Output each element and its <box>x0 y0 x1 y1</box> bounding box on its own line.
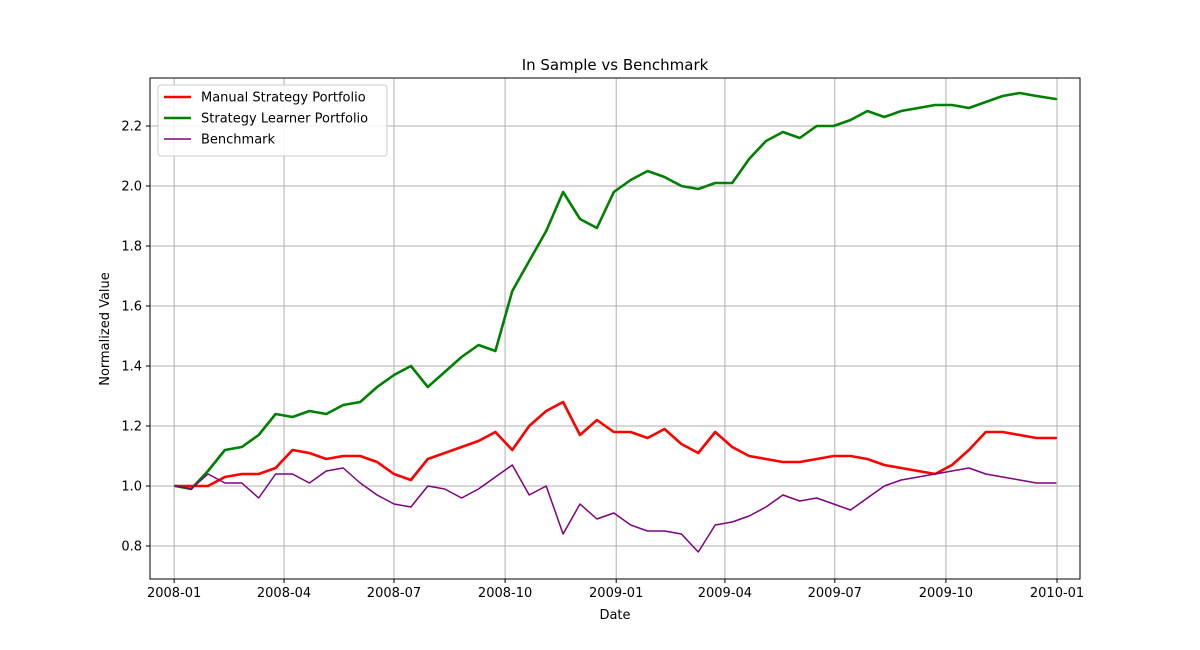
x-tick-label: 2008-10 <box>478 586 532 601</box>
legend: Manual Strategy Portfolio Strategy Learne… <box>157 84 388 157</box>
grid <box>150 78 1080 579</box>
series-line-strategy-learner-portfolio <box>174 91 1058 491</box>
y-tick-label: 2.2 <box>121 120 142 135</box>
x-tick-label: 2009-10 <box>919 586 973 601</box>
x-tick-label: 2008-01 <box>147 586 201 601</box>
y-tick-label: 1.4 <box>121 360 142 375</box>
plot-frame <box>149 77 1081 580</box>
series-line-manual-strategy-portfolio <box>174 400 1058 488</box>
x-tick-label: 2009-07 <box>808 586 862 601</box>
chart-title: In Sample vs Benchmark <box>522 56 709 74</box>
x-tick-label: 2008-04 <box>257 586 311 601</box>
y-tick-label: 1.8 <box>121 240 142 255</box>
series-line-benchmark <box>174 464 1057 553</box>
y-axis-label: Normalized Value <box>98 272 113 386</box>
x-axis-label: Date <box>599 608 630 623</box>
x-tick-label: 2010-01 <box>1030 586 1084 601</box>
ticks: 2008-01 2008-04 2008-07 2008-10 2009-01 2009-… <box>121 120 1084 602</box>
series-layer <box>174 91 1058 553</box>
legend-label: Benchmark <box>201 133 276 148</box>
x-tick-label: 2009-01 <box>589 586 643 601</box>
legend-label: Manual Strategy Portfolio <box>201 91 366 106</box>
legend-box <box>157 84 388 157</box>
y-tick-label: 2.0 <box>121 180 142 195</box>
y-tick-label: 0.8 <box>121 540 142 555</box>
y-tick-label: 1.0 <box>121 480 142 495</box>
y-tick-label: 1.2 <box>121 420 142 435</box>
x-tick-label: 2009-04 <box>698 586 752 601</box>
x-tick-label: 2008-07 <box>367 586 421 601</box>
y-tick-label: 1.6 <box>121 300 142 315</box>
legend-label: Strategy Learner Portfolio <box>201 112 368 127</box>
